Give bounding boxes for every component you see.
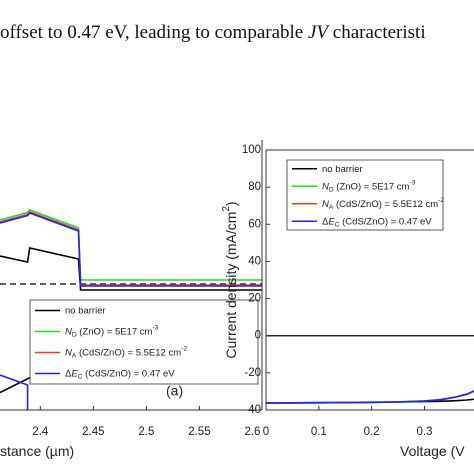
text-part: Δ xyxy=(322,216,329,227)
text-part: 2 xyxy=(221,206,232,211)
text-part: (ZnO) = 5E17 cm xyxy=(334,181,410,192)
series-line xyxy=(0,211,262,286)
legend-label: ND (ZnO) = 5E17 cm-3 xyxy=(322,180,416,194)
plot-area xyxy=(266,335,474,404)
y-tick-label: 20 xyxy=(248,293,261,305)
y-tick-label: -20 xyxy=(244,367,261,379)
x-axis-label: stance (µm) xyxy=(0,443,74,459)
legend-label: NA (CdS/ZnO) = 5.5E12 cm-2 xyxy=(65,346,187,360)
y-axis-label: Current density (mA/cm2) xyxy=(221,201,239,358)
caption-part: offset to 0.47 eV, leading to comparable xyxy=(0,22,308,43)
text-part: E xyxy=(71,368,78,379)
series-line xyxy=(0,212,262,410)
legend-box xyxy=(29,299,259,385)
text-part: (CdS/ZnO) = 0.47 eV xyxy=(340,216,433,227)
x-tick-label: 0.2 xyxy=(364,426,380,438)
x-tick-label: 2.4 xyxy=(32,426,49,438)
text-part: N xyxy=(322,198,329,209)
text-part: D xyxy=(329,187,334,194)
panel-label: (a) xyxy=(166,383,183,399)
text-part: Current density (mA/cm xyxy=(223,212,239,359)
legend-box xyxy=(286,159,444,231)
x-tick-label: 0.3 xyxy=(417,426,433,438)
legend-label: ΔEC (CdS/ZnO) = 0.47 eV xyxy=(322,216,432,229)
text-part: -2 xyxy=(181,346,187,353)
text-part: Δ xyxy=(65,368,72,379)
y-tick-label: 40 xyxy=(248,255,261,267)
text-part: (CdS/ZnO) = 5.5E12 cm xyxy=(333,198,438,209)
text-part: (CdS/ZnO) = 5.5E12 cm xyxy=(76,347,181,358)
x-tick-label: 2.45 xyxy=(82,426,104,438)
text-part: C xyxy=(78,374,83,381)
caption: offset to 0.47 eV, leading to comparable… xyxy=(0,22,426,44)
legend-label: ND (ZnO) = 5E17 cm-3 xyxy=(65,325,159,339)
text-part: A xyxy=(329,204,334,211)
text-part: -2 xyxy=(438,197,444,204)
legend-label: no barrier xyxy=(322,163,363,174)
text-part: E xyxy=(328,216,335,227)
text-part: D xyxy=(72,332,77,339)
caption-part: JV xyxy=(307,22,329,43)
text-part: no barrier xyxy=(322,163,363,174)
text-part: N xyxy=(322,181,329,192)
legend-label: NA (CdS/ZnO) = 5.5E12 cm-2 xyxy=(322,197,444,211)
text-part: (CdS/ZnO) = 0.47 eV xyxy=(83,368,176,379)
text-part: N xyxy=(65,347,72,358)
x-tick-label: 2.55 xyxy=(188,426,210,438)
series-line xyxy=(266,390,474,404)
y-tick-label: 0 xyxy=(255,330,261,342)
x-tick-label: 0 xyxy=(263,426,269,438)
x-axis-label: Voltage (V xyxy=(400,443,465,459)
x-tick-label: 2.6 xyxy=(244,426,260,438)
text-part: stance (µm) xyxy=(0,443,74,459)
series-line xyxy=(0,209,262,281)
x-tick-label: 0.1 xyxy=(311,426,327,438)
text-part: -3 xyxy=(409,180,415,187)
text-part: N xyxy=(65,326,72,337)
text-part: A xyxy=(72,353,77,360)
legend-label: ΔEC (CdS/ZnO) = 0.47 eV xyxy=(65,368,175,381)
legend-label: no barrier xyxy=(65,305,106,316)
x-tick-label: 2.5 xyxy=(138,426,154,438)
text-part: no barrier xyxy=(65,305,106,316)
y-tick-label: 100 xyxy=(242,144,261,156)
text-part: C xyxy=(335,222,340,229)
text-part: Voltage (V xyxy=(400,443,465,459)
y-tick-label: 80 xyxy=(248,181,261,193)
y-tick-label: 60 xyxy=(248,218,261,230)
text-part: -3 xyxy=(152,325,158,332)
y-tick-label: -40 xyxy=(244,404,261,416)
text-part: ) xyxy=(223,201,239,206)
caption-part: characteristi xyxy=(328,22,426,43)
text-part: (ZnO) = 5E17 cm xyxy=(77,326,153,337)
